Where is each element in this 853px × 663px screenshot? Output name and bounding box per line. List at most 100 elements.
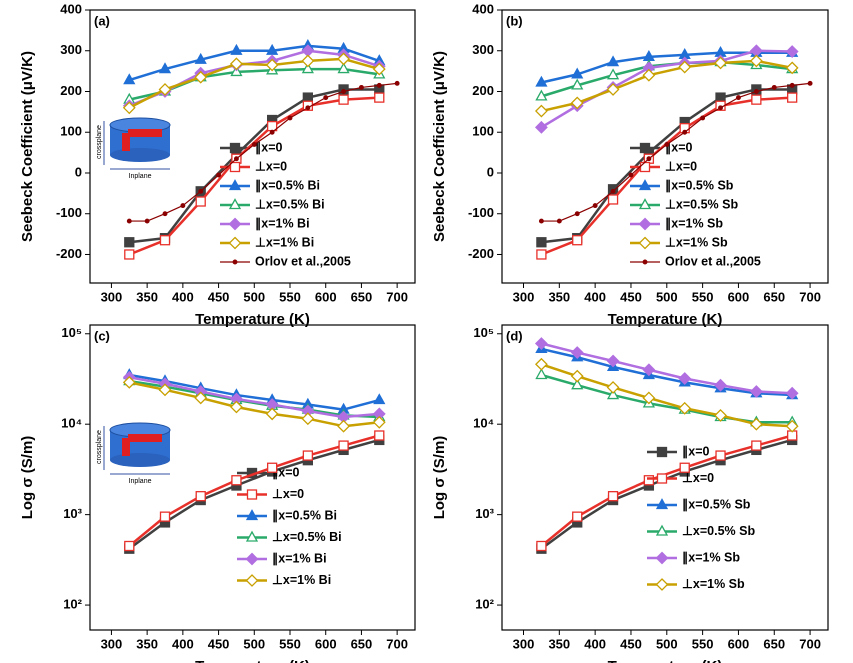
marker (535, 89, 548, 101)
marker (606, 55, 620, 67)
marker (571, 378, 584, 390)
x-tick-label: 500 (656, 636, 678, 651)
legend-label: ⊥x=1% Bi (272, 573, 331, 587)
inset-diagram: Inplane crossplane (96, 117, 171, 180)
marker (124, 540, 135, 552)
series-line (129, 373, 380, 411)
marker (785, 386, 799, 400)
marker (338, 94, 349, 105)
marker (124, 249, 135, 260)
y-tick-label: 300 (472, 42, 494, 57)
sample-leg (122, 438, 130, 456)
marker (643, 475, 655, 486)
marker (655, 524, 669, 536)
marker (700, 115, 706, 121)
x-tick-label: 350 (136, 289, 158, 304)
cylinder-bottom (110, 453, 170, 467)
y-tick-label: 10⁴ (61, 416, 82, 431)
marker (341, 89, 347, 94)
y-tick-label: 10⁴ (473, 416, 494, 431)
y-tick-label: 10² (63, 597, 82, 612)
x-tick-label: 550 (279, 636, 301, 651)
marker (714, 409, 727, 422)
marker (753, 89, 759, 94)
x-tick-label: 700 (799, 636, 821, 651)
sample-bar (128, 129, 162, 137)
series-line (129, 88, 380, 244)
legend-label: ∥x=0.5% Bi (255, 178, 320, 193)
series-line (129, 381, 380, 428)
panel-label: (b) (506, 13, 523, 28)
x-tick-label: 400 (172, 636, 194, 651)
marker (678, 60, 692, 74)
marker (787, 92, 798, 103)
marker (123, 73, 136, 85)
marker (233, 156, 239, 162)
marker (638, 198, 652, 210)
legend-label: Orlov et al.,2005 (665, 254, 761, 268)
marker (655, 578, 669, 591)
marker (606, 83, 620, 96)
legend-label: ∥x=0 (255, 140, 283, 155)
x-tick-label: 500 (243, 289, 265, 304)
marker (194, 70, 208, 84)
legend-label: ⊥x=0 (682, 471, 714, 485)
marker (535, 75, 548, 87)
legend-label: ⊥x=1% Sb (665, 235, 728, 249)
x-tick-label: 550 (692, 636, 714, 651)
panel: 300 350 400 450 500 550 600 650 700 10² 10³ 10⁴ 10⁵ (… (431, 324, 829, 663)
y-tick-label: 100 (472, 124, 494, 139)
marker (749, 54, 763, 68)
plot-frame (501, 9, 829, 284)
marker (638, 179, 652, 191)
panel: 300 350 400 450 500 550 600 650 700 -200 -100 0 100 2… (19, 1, 416, 328)
legend-label: ∥x=0 (272, 465, 300, 480)
legend-label: ∥x=0 (682, 444, 710, 459)
marker (195, 491, 206, 502)
marker (373, 393, 386, 405)
legend-label: ⊥x=0 (255, 159, 287, 173)
marker (606, 388, 620, 400)
sample-bar (128, 434, 162, 442)
inset-label: Inplane (129, 478, 152, 485)
marker (682, 129, 688, 135)
x-tick-label: 450 (620, 289, 642, 304)
x-tick-label: 550 (692, 289, 714, 304)
marker (534, 120, 548, 134)
marker (245, 552, 259, 566)
y-tick-label: 400 (472, 1, 494, 16)
x-tick-label: 300 (513, 636, 535, 651)
panel-label: (a) (94, 13, 110, 28)
marker (656, 473, 668, 484)
series-line (541, 342, 793, 395)
marker (556, 218, 562, 224)
y-tick-label: -200 (468, 246, 494, 261)
marker (251, 142, 257, 147)
marker (538, 218, 544, 224)
marker (323, 95, 329, 101)
x-tick-label: 400 (584, 636, 606, 651)
marker (302, 450, 314, 461)
y-tick-label: 200 (472, 83, 494, 98)
marker (642, 391, 656, 405)
marker (305, 105, 311, 111)
sample-leg (122, 133, 130, 151)
x-tick-label: 650 (351, 636, 373, 651)
legend-label: ∥x=0.5% Sb (665, 178, 734, 193)
marker (607, 491, 619, 502)
marker (372, 62, 386, 76)
x-tick-label: 700 (386, 636, 408, 651)
legend-label: ∥x=0 (665, 140, 693, 155)
marker (230, 400, 243, 414)
marker (785, 45, 799, 58)
x-axis-title: Temperature (K) (608, 311, 723, 328)
marker (301, 62, 314, 74)
marker (715, 450, 726, 461)
marker (642, 363, 656, 377)
x-axis-title: Temperature (K) (608, 658, 723, 663)
marker (266, 462, 278, 473)
x-tick-label: 350 (136, 636, 158, 651)
cylinder-bottom (110, 148, 170, 162)
marker (536, 540, 547, 552)
